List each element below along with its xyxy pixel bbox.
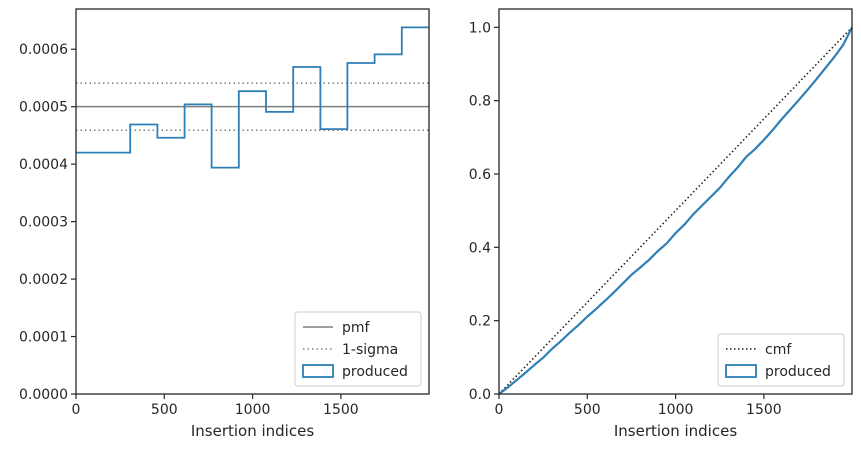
produced-histogram-step — [76, 26, 429, 169]
y-tick-label: 0.0004 — [19, 157, 68, 173]
x-tick-label: 0 — [495, 402, 504, 418]
legend: cmf produced — [717, 333, 845, 387]
y-tick-label: 0.2 — [469, 314, 491, 330]
y-tick-label: 0.0005 — [19, 100, 68, 116]
legend-label: pmf — [342, 320, 371, 336]
x-tick-label: 0 — [72, 402, 81, 418]
y-tick-label: 0.0006 — [19, 42, 68, 58]
y-tick-label: 0.6 — [469, 167, 491, 183]
right-chart-cmf: 0 500 1000 1500 0.0 0.2 0.4 0.6 0.8 1.0 Insertion … — [469, 8, 853, 440]
legend-label: produced — [342, 364, 408, 380]
x-tick-label: 1500 — [323, 402, 359, 418]
y-tick-label: 0.0003 — [19, 215, 68, 231]
legend-box — [717, 333, 845, 387]
produced-ecdf-line — [498, 26, 853, 395]
y-tick-label: 0.8 — [469, 94, 491, 110]
legend-swatch-produced — [302, 364, 334, 378]
y-tick-label: 0.0002 — [19, 272, 68, 288]
y-tick-label: 1.0 — [469, 20, 491, 36]
legend: pmf 1-sigma produced — [294, 311, 422, 387]
y-tick-label: 0.0001 — [19, 330, 68, 346]
x-tick-label: 1000 — [658, 402, 694, 418]
legend-label: produced — [765, 364, 831, 380]
x-tick-label: 500 — [151, 402, 178, 418]
legend-label: cmf — [765, 342, 792, 358]
x-tick-label: 1000 — [235, 402, 271, 418]
x-tick-label: 500 — [574, 402, 601, 418]
x-axis-label: Insertion indices — [191, 422, 314, 440]
x-axis-label: Insertion indices — [614, 422, 737, 440]
y-tick-label: 0.0 — [469, 387, 491, 403]
cmf-line — [498, 26, 853, 395]
legend-swatch-produced — [725, 364, 757, 378]
y-tick-label: 0.0000 — [19, 387, 68, 403]
left-chart-pmf: 0 500 1000 1500 0.0000 0.0001 0.0002 0.0003 0.00… — [19, 8, 430, 440]
legend-label: 1-sigma — [342, 342, 398, 358]
y-tick-label: 0.4 — [469, 240, 491, 256]
x-tick-label: 1500 — [746, 402, 782, 418]
legend-box — [294, 311, 422, 387]
